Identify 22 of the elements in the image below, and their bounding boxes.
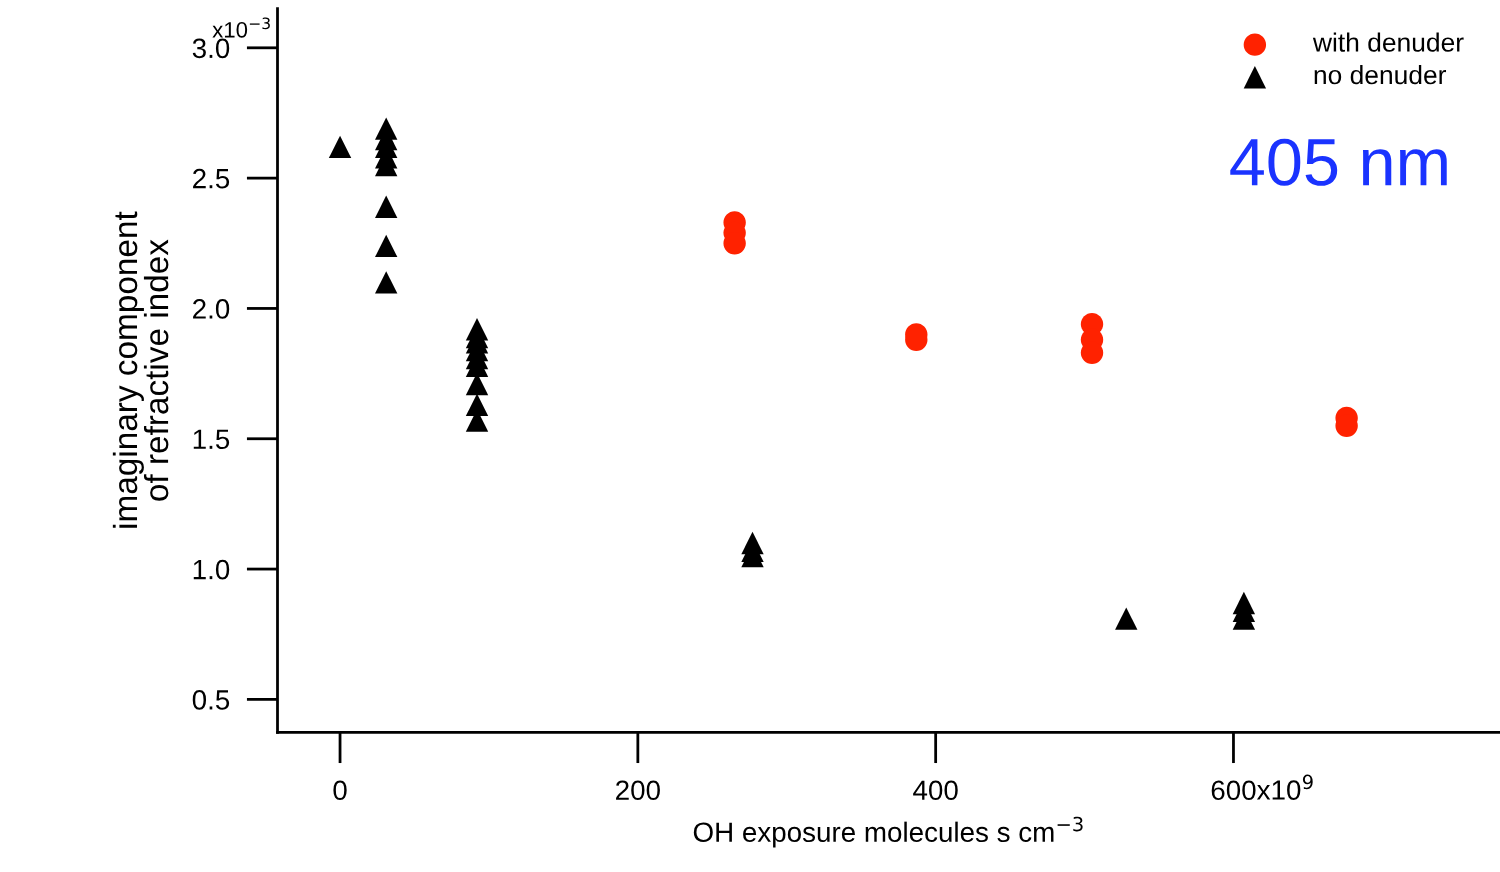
x-tick-label: 200 <box>616 780 660 801</box>
y-tick-label: 1.0 <box>193 559 230 580</box>
x-tick-label: 0 <box>333 780 347 801</box>
annotation: 405 nm <box>1230 138 1447 186</box>
point <box>375 195 398 218</box>
y-axis-title: imaginary component of refractive index <box>112 211 169 528</box>
point <box>375 271 398 294</box>
y-tick-label: 1.5 <box>193 429 230 450</box>
x-tick-label: 400 <box>913 780 958 801</box>
x-axis-title: OH exposure molecules s cm$^{−3}$ <box>693 816 1083 848</box>
text: x10$^{−3}$ <box>212 17 270 38</box>
point <box>1115 607 1138 630</box>
legend-label: no denuder <box>1314 64 1447 85</box>
x-tick-label: 600 <box>1211 780 1256 801</box>
text: x10$^{9}$ <box>1256 774 1313 800</box>
point <box>375 234 398 258</box>
point <box>328 135 352 159</box>
y-tick-label: 3.0 <box>192 38 230 59</box>
legend-label: with denuder <box>1312 32 1464 52</box>
y-tick-label: 0.5 <box>192 690 230 710</box>
y-tick-label: 2.5 <box>193 168 230 189</box>
y-tick-label: 2.0 <box>193 299 230 319</box>
